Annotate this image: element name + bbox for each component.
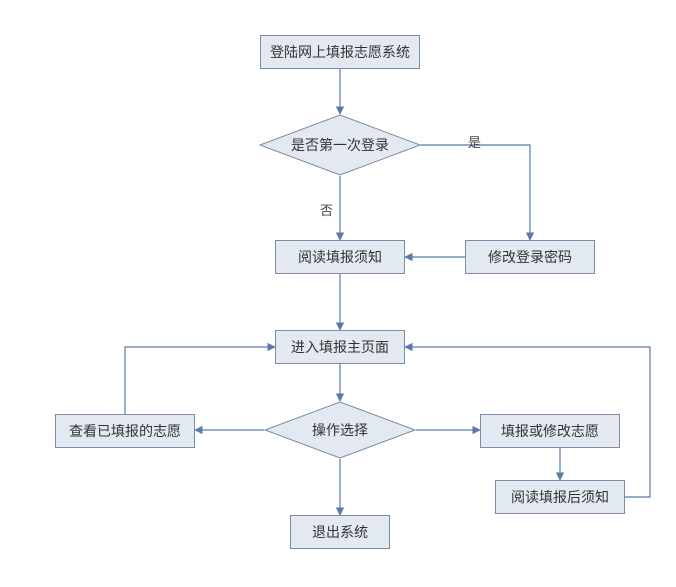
edge-label-no: 否 bbox=[320, 200, 333, 219]
node-label: 是否第一次登录 bbox=[291, 135, 389, 155]
edge-label-text: 是 bbox=[468, 135, 481, 150]
node-label: 填报或修改志愿 bbox=[501, 421, 599, 441]
node-n9: 阅读填报后须知 bbox=[495, 480, 625, 514]
node-n2-label: 是否第一次登录 bbox=[260, 115, 420, 175]
node-n6 bbox=[265, 402, 415, 458]
node-label: 阅读填报后须知 bbox=[511, 487, 609, 507]
edge-label-yes: 是 bbox=[468, 132, 481, 151]
node-label: 查看已填报的志愿 bbox=[69, 421, 181, 441]
node-label: 进入填报主页面 bbox=[291, 337, 389, 357]
node-n7: 查看已填报的志愿 bbox=[55, 414, 195, 448]
node-label: 阅读填报须知 bbox=[298, 247, 382, 267]
edge-2 bbox=[420, 145, 530, 240]
node-label: 退出系统 bbox=[312, 522, 368, 542]
edge-9 bbox=[125, 347, 275, 414]
node-n4: 修改登录密码 bbox=[465, 240, 595, 274]
edge-label-text: 否 bbox=[320, 203, 333, 218]
node-n6-label: 操作选择 bbox=[265, 402, 415, 458]
node-n5: 进入填报主页面 bbox=[275, 330, 405, 364]
node-label: 操作选择 bbox=[312, 420, 368, 440]
node-label: 修改登录密码 bbox=[488, 247, 572, 267]
node-n2 bbox=[260, 115, 420, 175]
node-n1: 登陆网上填报志愿系统 bbox=[260, 35, 420, 69]
node-n8: 填报或修改志愿 bbox=[480, 414, 620, 448]
node-n10: 退出系统 bbox=[290, 515, 390, 549]
node-n3: 阅读填报须知 bbox=[275, 240, 405, 274]
node-label: 登陆网上填报志愿系统 bbox=[270, 42, 410, 62]
